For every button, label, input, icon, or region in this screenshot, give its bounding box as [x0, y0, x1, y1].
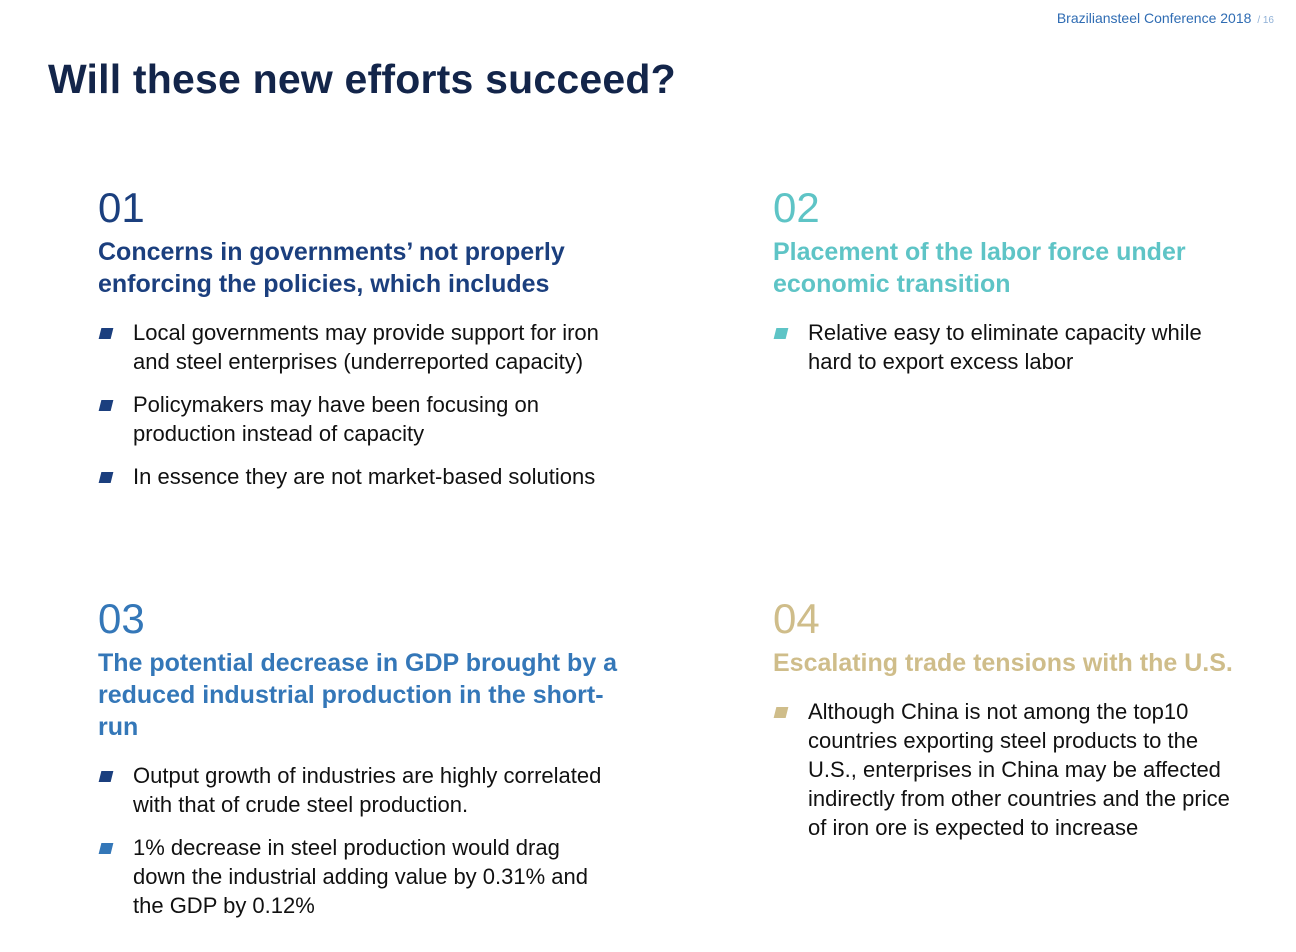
section-01: 01 Concerns in governments’ not properly… — [98, 186, 618, 505]
section-02: 02 Placement of the labor force under ec… — [773, 186, 1243, 390]
list-item-text: Policymakers may have been focusing on p… — [133, 392, 539, 446]
conference-header: Braziliansteel Conference 2018 / 16 — [1057, 10, 1274, 26]
bullet-icon — [98, 328, 114, 339]
list-item: Policymakers may have been focusing on p… — [98, 390, 618, 448]
section-04: 04 Escalating trade tensions with the U.… — [773, 597, 1243, 856]
section-number: 01 — [98, 184, 145, 231]
section-heading: Placement of the labor force under econo… — [773, 238, 1186, 298]
list-item: Output growth of industries are highly c… — [98, 761, 618, 819]
bullet-icon — [98, 472, 114, 483]
list-item: 1% decrease in steel production would dr… — [98, 833, 618, 920]
list-item: Relative easy to eliminate capacity whil… — [773, 318, 1243, 376]
bullet-list: Relative easy to eliminate capacity whil… — [773, 318, 1243, 376]
section-number: 03 — [98, 595, 145, 642]
list-item-text: Although China is not among the top10 co… — [808, 699, 1230, 840]
bullet-icon — [98, 843, 114, 854]
section-heading: Concerns in governments’ not properly en… — [98, 238, 565, 298]
list-item-text: Output growth of industries are highly c… — [133, 763, 602, 817]
page-title: Will these new efforts succeed? — [48, 56, 676, 102]
section-number: 04 — [773, 595, 820, 642]
list-item-text: 1% decrease in steel production would dr… — [133, 835, 588, 918]
section-heading: The potential decrease in GDP brought by… — [98, 649, 618, 741]
list-item: Although China is not among the top10 co… — [773, 697, 1243, 842]
section-03: 03 The potential decrease in GDP brought… — [98, 597, 618, 934]
bullet-list: Local governments may provide support fo… — [98, 318, 618, 491]
bullet-icon — [773, 707, 789, 718]
list-item-text: Relative easy to eliminate capacity whil… — [808, 320, 1202, 374]
bullet-icon — [773, 328, 789, 339]
bullet-list: Output growth of industries are highly c… — [98, 761, 618, 920]
list-item-text: Local governments may provide support fo… — [133, 320, 599, 374]
section-number: 02 — [773, 184, 820, 231]
bullet-icon — [98, 400, 114, 411]
page-number: / 16 — [1257, 15, 1274, 26]
list-item-text: In essence they are not market-based sol… — [133, 464, 596, 489]
list-item: In essence they are not market-based sol… — [98, 462, 618, 491]
section-heading: Escalating trade tensions with the U.S. — [773, 649, 1233, 677]
bullet-icon — [98, 771, 114, 782]
bullet-list: Although China is not among the top10 co… — [773, 697, 1243, 842]
conference-name: Braziliansteel Conference 2018 — [1056, 10, 1252, 26]
list-item: Local governments may provide support fo… — [98, 318, 618, 376]
